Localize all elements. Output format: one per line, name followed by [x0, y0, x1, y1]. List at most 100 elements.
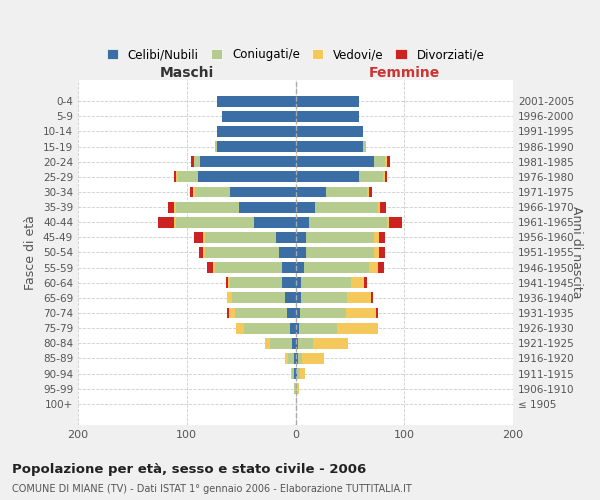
Bar: [364, 278, 367, 288]
Bar: [378, 262, 383, 273]
Bar: [296, 368, 300, 379]
Bar: [307, 247, 374, 258]
Bar: [217, 141, 296, 152]
Bar: [383, 172, 385, 182]
Text: Femmine: Femmine: [368, 66, 440, 80]
Bar: [205, 247, 279, 258]
Bar: [298, 353, 302, 364]
Bar: [326, 186, 367, 198]
Bar: [363, 141, 366, 152]
Bar: [313, 338, 348, 349]
Bar: [296, 186, 326, 198]
Bar: [230, 278, 283, 288]
Bar: [371, 292, 373, 304]
Bar: [284, 353, 288, 364]
Bar: [380, 202, 386, 212]
Bar: [265, 338, 271, 349]
Bar: [347, 292, 371, 304]
Bar: [284, 292, 296, 304]
Bar: [300, 368, 305, 379]
Y-axis label: Fasce di età: Fasce di età: [25, 215, 37, 290]
Bar: [389, 217, 402, 228]
Bar: [176, 217, 254, 228]
Bar: [174, 202, 176, 212]
Bar: [296, 278, 301, 288]
Bar: [301, 278, 351, 288]
Bar: [205, 232, 276, 243]
Bar: [387, 156, 390, 167]
Bar: [296, 262, 304, 273]
Bar: [374, 232, 379, 243]
Bar: [239, 202, 296, 212]
Bar: [292, 338, 296, 349]
Bar: [178, 172, 197, 182]
Bar: [346, 308, 376, 318]
Bar: [197, 172, 296, 182]
Bar: [227, 292, 232, 304]
Bar: [296, 322, 299, 334]
Bar: [374, 156, 385, 167]
Bar: [296, 247, 307, 258]
Bar: [291, 368, 292, 379]
Bar: [215, 141, 217, 152]
Bar: [296, 292, 301, 304]
Bar: [271, 338, 292, 349]
Bar: [217, 126, 296, 137]
Bar: [296, 156, 374, 167]
Bar: [292, 368, 295, 379]
Bar: [235, 308, 287, 318]
Bar: [295, 368, 296, 379]
Bar: [226, 278, 228, 288]
Bar: [299, 322, 337, 334]
Bar: [288, 353, 295, 364]
Bar: [378, 202, 380, 212]
Bar: [296, 96, 359, 106]
Bar: [221, 111, 296, 122]
Bar: [370, 186, 371, 198]
Bar: [296, 141, 363, 152]
Bar: [300, 308, 346, 318]
Bar: [174, 172, 176, 182]
Bar: [203, 247, 205, 258]
Bar: [208, 262, 213, 273]
Bar: [217, 96, 296, 106]
Bar: [228, 278, 230, 288]
Bar: [200, 156, 296, 167]
Bar: [158, 217, 174, 228]
Bar: [196, 186, 230, 198]
Bar: [279, 247, 296, 258]
Legend: Celibi/Nubili, Coniugati/e, Vedovi/e, Divorziati/e: Celibi/Nubili, Coniugati/e, Vedovi/e, Di…: [103, 44, 488, 64]
Bar: [308, 217, 387, 228]
Bar: [298, 338, 313, 349]
Bar: [337, 322, 378, 334]
Bar: [359, 172, 383, 182]
Text: COMUNE DI MIANE (TV) - Dati ISTAT 1° gennaio 2006 - Elaborazione TUTTITALIA.IT: COMUNE DI MIANE (TV) - Dati ISTAT 1° gen…: [12, 484, 412, 494]
Bar: [283, 262, 296, 273]
Bar: [296, 308, 300, 318]
Bar: [385, 172, 387, 182]
Bar: [379, 247, 385, 258]
Bar: [295, 384, 296, 394]
Bar: [296, 384, 299, 394]
Bar: [276, 232, 296, 243]
Bar: [215, 262, 283, 273]
Bar: [296, 217, 308, 228]
Bar: [176, 202, 239, 212]
Text: Maschi: Maschi: [160, 66, 214, 80]
Bar: [296, 111, 359, 122]
Bar: [199, 247, 203, 258]
Bar: [296, 353, 298, 364]
Bar: [236, 322, 244, 334]
Bar: [385, 156, 387, 167]
Text: Popolazione per età, sesso e stato civile - 2006: Popolazione per età, sesso e stato civil…: [12, 462, 366, 475]
Bar: [304, 262, 370, 273]
Bar: [174, 217, 176, 228]
Bar: [176, 172, 178, 182]
Bar: [193, 186, 196, 198]
Bar: [296, 338, 298, 349]
Bar: [194, 156, 200, 167]
Bar: [296, 126, 363, 137]
Bar: [295, 353, 296, 364]
Bar: [301, 292, 347, 304]
Bar: [203, 232, 205, 243]
